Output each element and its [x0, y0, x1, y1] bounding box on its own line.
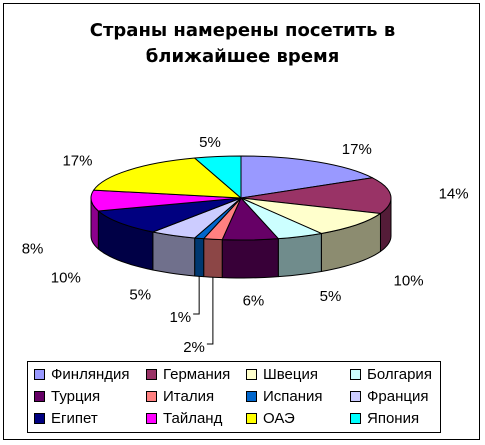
- chart-title: Страны намерены посетить в ближайшее вре…: [89, 20, 396, 67]
- legend-label-7: Франция: [367, 387, 429, 405]
- legend-swatch-2: [246, 368, 257, 380]
- legend-item-6: Испания: [246, 386, 323, 406]
- legend-item-4: Турция: [34, 386, 100, 406]
- legend-swatch-8: [34, 412, 45, 424]
- pie-side-5: [203, 238, 223, 279]
- legend-item-9: Тайланд: [146, 408, 222, 428]
- data-label-2: 10%: [394, 272, 424, 289]
- legend-swatch-0: [34, 368, 45, 380]
- legend-swatch-4: [34, 390, 45, 402]
- legend-item-10: ОАЭ: [246, 408, 295, 428]
- legend-label-0: Финляндия: [51, 365, 130, 383]
- legend-swatch-9: [146, 412, 157, 424]
- data-label-7: 5%: [129, 286, 151, 303]
- legend-swatch-11: [350, 412, 361, 424]
- legend-swatch-3: [350, 368, 361, 380]
- data-label-0: 17%: [342, 141, 372, 158]
- chart-legend: Финляндия Германия Швеция Болгария Турция Ита…: [27, 361, 441, 433]
- data-label-9: 8%: [22, 240, 44, 257]
- legend-swatch-7: [350, 390, 361, 402]
- legend-item-2: Швеция: [246, 364, 318, 384]
- data-label-10: 17%: [62, 152, 92, 169]
- data-label-11: 5%: [199, 134, 221, 151]
- data-label-3: 5%: [320, 288, 342, 305]
- legend-label-5: Италия: [163, 387, 215, 405]
- legend-item-1: Германия: [146, 364, 230, 384]
- legend-swatch-5: [146, 390, 157, 402]
- pie-side-4: [221, 238, 279, 279]
- legend-item-3: Болгария: [350, 364, 432, 384]
- data-label-5: 2%: [183, 339, 205, 356]
- pie-slice-0: [240, 155, 373, 199]
- pie-side-6: [194, 237, 205, 278]
- legend-label-10: ОАЭ: [263, 409, 295, 427]
- legend-label-2: Швеция: [263, 365, 318, 383]
- leader-line-6: [193, 276, 200, 315]
- pie-slice-8: [97, 197, 242, 233]
- pie-slice-11: [194, 155, 242, 199]
- data-label-6: 1%: [169, 309, 191, 326]
- pie-side-3: [277, 232, 322, 278]
- data-label-8: 10%: [51, 270, 81, 287]
- leader-line-5: [206, 277, 214, 345]
- pie-side-7: [152, 231, 196, 277]
- legend-label-4: Турция: [51, 387, 101, 405]
- legend-label-8: Египет: [51, 409, 98, 427]
- legend-item-11: Япония: [350, 408, 419, 428]
- legend-item-8: Египет: [34, 408, 98, 428]
- legend-item-5: Италия: [146, 386, 214, 406]
- legend-swatch-10: [246, 412, 257, 424]
- legend-label-1: Германия: [163, 365, 231, 383]
- legend-swatch-1: [146, 368, 157, 380]
- legend-item-0: Финляндия: [34, 364, 129, 384]
- legend-swatch-6: [246, 390, 257, 402]
- data-label-1: 14%: [439, 185, 469, 202]
- legend-label-6: Испания: [263, 387, 323, 405]
- legend-label-11: Япония: [367, 409, 420, 427]
- legend-item-7: Франция: [350, 386, 428, 406]
- data-label-4: 6%: [243, 292, 265, 309]
- pie-slice-1: [240, 177, 392, 214]
- legend-label-9: Тайланд: [163, 409, 223, 427]
- pie-slice-10: [93, 157, 242, 199]
- legend-label-3: Болгария: [367, 365, 432, 383]
- pie-slice-2: [240, 197, 381, 234]
